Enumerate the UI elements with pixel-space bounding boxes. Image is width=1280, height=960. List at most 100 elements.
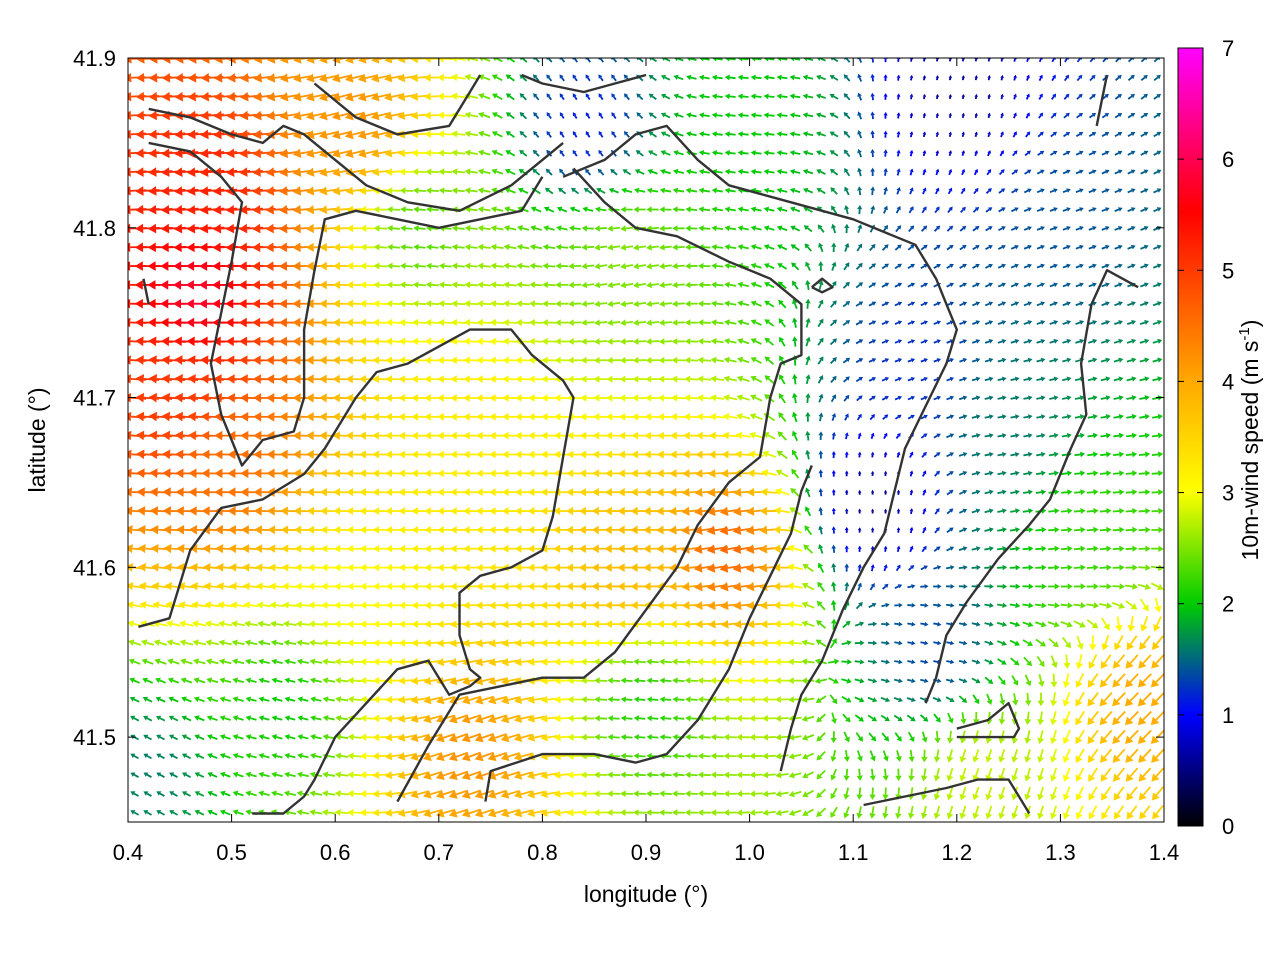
wind-arrow	[297, 752, 309, 759]
wind-arrow	[191, 620, 207, 628]
wind-arrow	[775, 714, 789, 722]
wind-arrow	[844, 489, 849, 495]
wind-arrow	[984, 621, 994, 627]
wind-arrow	[805, 487, 811, 498]
wind-arrow	[151, 582, 170, 591]
wind-arrow	[620, 715, 633, 722]
wind-arrow	[633, 790, 646, 797]
wind-arrow	[1011, 805, 1019, 820]
wind-arrow	[946, 602, 955, 608]
wind-arrow	[423, 789, 442, 799]
wind-arrow	[129, 696, 140, 703]
wind-arrow	[945, 584, 955, 589]
wind-arrow	[633, 734, 646, 741]
wind-arrow	[258, 677, 270, 684]
wind-arrow	[169, 772, 178, 778]
wind-arrow	[139, 601, 156, 609]
wind-arrow	[474, 808, 494, 818]
wind-arrow	[801, 696, 815, 703]
wind-arrow	[232, 696, 244, 703]
wind-arrow	[219, 734, 231, 740]
wind-arrow	[1061, 470, 1073, 477]
colorbar-tick-label: 2	[1222, 592, 1234, 617]
wind-arrow	[946, 749, 954, 763]
wind-arrow	[1125, 673, 1139, 688]
wind-arrow	[736, 771, 750, 779]
wind-arrow	[895, 564, 901, 572]
wind-arrow	[271, 734, 283, 740]
wind-arrow	[842, 620, 851, 629]
wind-arrow	[736, 790, 750, 798]
colorbar-tick-label: 3	[1222, 481, 1234, 506]
wind-arrow	[1037, 711, 1045, 726]
wind-arrow	[831, 526, 836, 534]
wind-arrow	[869, 768, 876, 781]
wind-arrow	[985, 786, 993, 801]
x-tick-label: 0.8	[527, 840, 558, 865]
wind-arrow	[143, 734, 152, 741]
wind-arrow	[867, 696, 878, 703]
wind-arrow	[207, 772, 218, 778]
wind-arrow	[461, 733, 481, 743]
wind-arrow	[487, 751, 507, 762]
wind-arrow	[207, 809, 218, 816]
wind-arrow	[870, 451, 875, 458]
wind-arrow	[830, 787, 838, 800]
wind-arrow	[1061, 489, 1073, 496]
wind-arrow	[1087, 673, 1099, 688]
wind-arrow	[540, 733, 558, 742]
wind-arrow	[857, 527, 862, 533]
wind-arrow	[909, 451, 914, 458]
wind-arrow	[946, 489, 954, 496]
wind-arrow	[1138, 507, 1151, 515]
wind-arrow	[997, 640, 1007, 646]
wind-arrow	[554, 695, 570, 704]
wind-arrow	[1125, 729, 1139, 745]
wind-arrow	[842, 713, 851, 723]
wind-arrow	[908, 749, 915, 763]
wind-arrow	[775, 696, 789, 704]
wind-arrow	[1087, 710, 1099, 726]
wind-arrow	[245, 715, 257, 722]
wind-arrow	[788, 771, 802, 779]
wind-arrow	[620, 677, 633, 684]
wind-arrow	[933, 546, 941, 552]
wind-arrow	[231, 620, 246, 628]
wind-arrow	[461, 808, 481, 818]
wind-arrow	[258, 790, 270, 797]
wind-arrow	[1100, 767, 1112, 782]
wind-arrow	[178, 620, 194, 628]
wind-arrow	[882, 750, 889, 762]
wind-arrow	[672, 752, 685, 760]
wind-arrow	[632, 639, 647, 647]
wind-arrow	[787, 544, 803, 552]
wind-arrow	[801, 639, 815, 647]
wind-arrow	[697, 790, 711, 798]
wind-arrow	[334, 658, 349, 666]
wind-arrow	[1151, 451, 1164, 458]
wind-arrow	[1012, 693, 1019, 706]
wind-arrow	[540, 714, 558, 723]
wind-arrow	[1086, 602, 1100, 609]
wind-arrow	[1022, 583, 1034, 590]
wind-arrow	[594, 733, 608, 741]
wind-arrow	[1075, 654, 1084, 670]
wind-arrow	[1061, 507, 1073, 514]
wind-arrow	[1099, 602, 1113, 609]
wind-arrow	[920, 659, 929, 665]
wind-arrow	[219, 696, 231, 703]
wind-arrow	[710, 752, 724, 760]
wind-arrow	[513, 789, 533, 799]
wind-arrow	[1100, 748, 1113, 763]
wind-arrow	[335, 733, 349, 741]
wind-arrow	[156, 791, 165, 797]
wind-arrow	[947, 712, 954, 724]
wind-arrow	[1074, 489, 1086, 496]
wind-arrow	[971, 602, 981, 608]
wind-arrow	[971, 470, 981, 476]
wind-arrow	[958, 678, 968, 684]
wind-arrow	[857, 563, 862, 572]
wind-arrow	[1050, 673, 1058, 688]
wind-arrow	[933, 805, 941, 820]
wind-arrow	[971, 565, 981, 571]
